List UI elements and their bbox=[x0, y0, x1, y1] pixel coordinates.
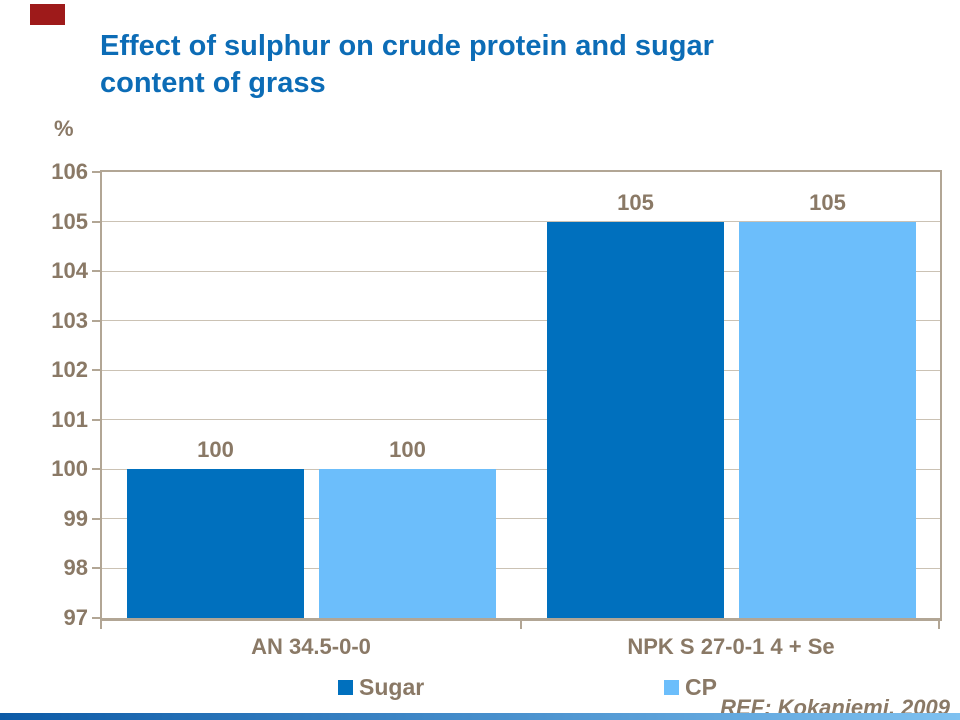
y-axis-unit-label: % bbox=[54, 116, 74, 141]
y-axis-tick-mark bbox=[92, 270, 102, 273]
y-axis-tick-mark bbox=[92, 220, 102, 223]
y-axis-tick-mark bbox=[92, 171, 102, 173]
bar-cp bbox=[739, 221, 916, 618]
y-axis-tick-mark bbox=[92, 617, 102, 619]
legend-swatch-cp bbox=[664, 680, 679, 695]
y-axis-tick-label: 97 bbox=[63, 605, 88, 630]
gridline bbox=[102, 221, 940, 223]
y-axis-tick-label: 102 bbox=[51, 357, 88, 383]
legend-item-cp: CP bbox=[664, 676, 717, 699]
bar-value-label: 100 bbox=[197, 437, 234, 463]
y-axis-tick-mark bbox=[92, 418, 102, 421]
x-axis-category-label: NPK S 27-0-1 4 + Se bbox=[627, 634, 835, 659]
y-axis-tick-label: 104 bbox=[51, 258, 88, 284]
bar-value-label: 100 bbox=[389, 437, 426, 463]
gridline bbox=[102, 270, 940, 272]
y-axis-tick-label: 98 bbox=[63, 555, 88, 581]
chart-title: Effect of sulphur on crude protein and s… bbox=[100, 28, 714, 102]
y-axis-tick-label: 101 bbox=[51, 406, 88, 432]
y-axis-tick-label: 105 bbox=[51, 208, 88, 234]
y-axis-tick-mark bbox=[92, 567, 102, 570]
y-axis-tick-mark bbox=[92, 369, 102, 372]
bar-sugar bbox=[127, 469, 304, 618]
bar-sugar bbox=[547, 221, 724, 618]
legend-label-sugar: Sugar bbox=[359, 674, 425, 700]
gridline bbox=[102, 320, 940, 322]
bar-value-label: 105 bbox=[617, 189, 654, 215]
bar-value-label: 105 bbox=[809, 189, 846, 215]
gridline bbox=[102, 468, 940, 470]
chart-title-line1: Effect of sulphur on crude protein and s… bbox=[100, 30, 714, 62]
gridline bbox=[102, 369, 940, 371]
plot-area: 97 98 99 100 101 102 103 104 105 106 100 100 AN 34.5… bbox=[51, 159, 942, 659]
x-axis-tick-mark bbox=[938, 621, 940, 629]
y-axis-tick-label: 103 bbox=[51, 307, 88, 333]
y-axis-tick-label: 99 bbox=[63, 505, 88, 531]
gridline bbox=[102, 419, 940, 421]
x-axis-category-label: AN 34.5-0-0 bbox=[251, 634, 371, 659]
chart-title-line2: content of grass bbox=[100, 67, 326, 99]
gridline bbox=[102, 567, 940, 569]
y-axis-tick-mark bbox=[92, 517, 102, 520]
brand-accent-red-box bbox=[30, 4, 65, 25]
gridline bbox=[102, 518, 940, 520]
bar-cp bbox=[319, 469, 496, 618]
footer-gradient-bar bbox=[0, 713, 960, 720]
y-axis-tick-mark bbox=[92, 468, 102, 471]
legend-swatch-sugar bbox=[338, 680, 353, 695]
x-axis-tick-mark bbox=[100, 621, 102, 629]
y-axis-tick-label: 106 bbox=[51, 159, 88, 184]
legend-item-sugar: Sugar bbox=[338, 676, 424, 699]
legend-label-cp: CP bbox=[685, 674, 717, 700]
y-axis-tick-mark bbox=[92, 319, 102, 322]
x-axis-tick-mark bbox=[520, 621, 522, 629]
y-axis-tick-label: 100 bbox=[51, 456, 88, 482]
